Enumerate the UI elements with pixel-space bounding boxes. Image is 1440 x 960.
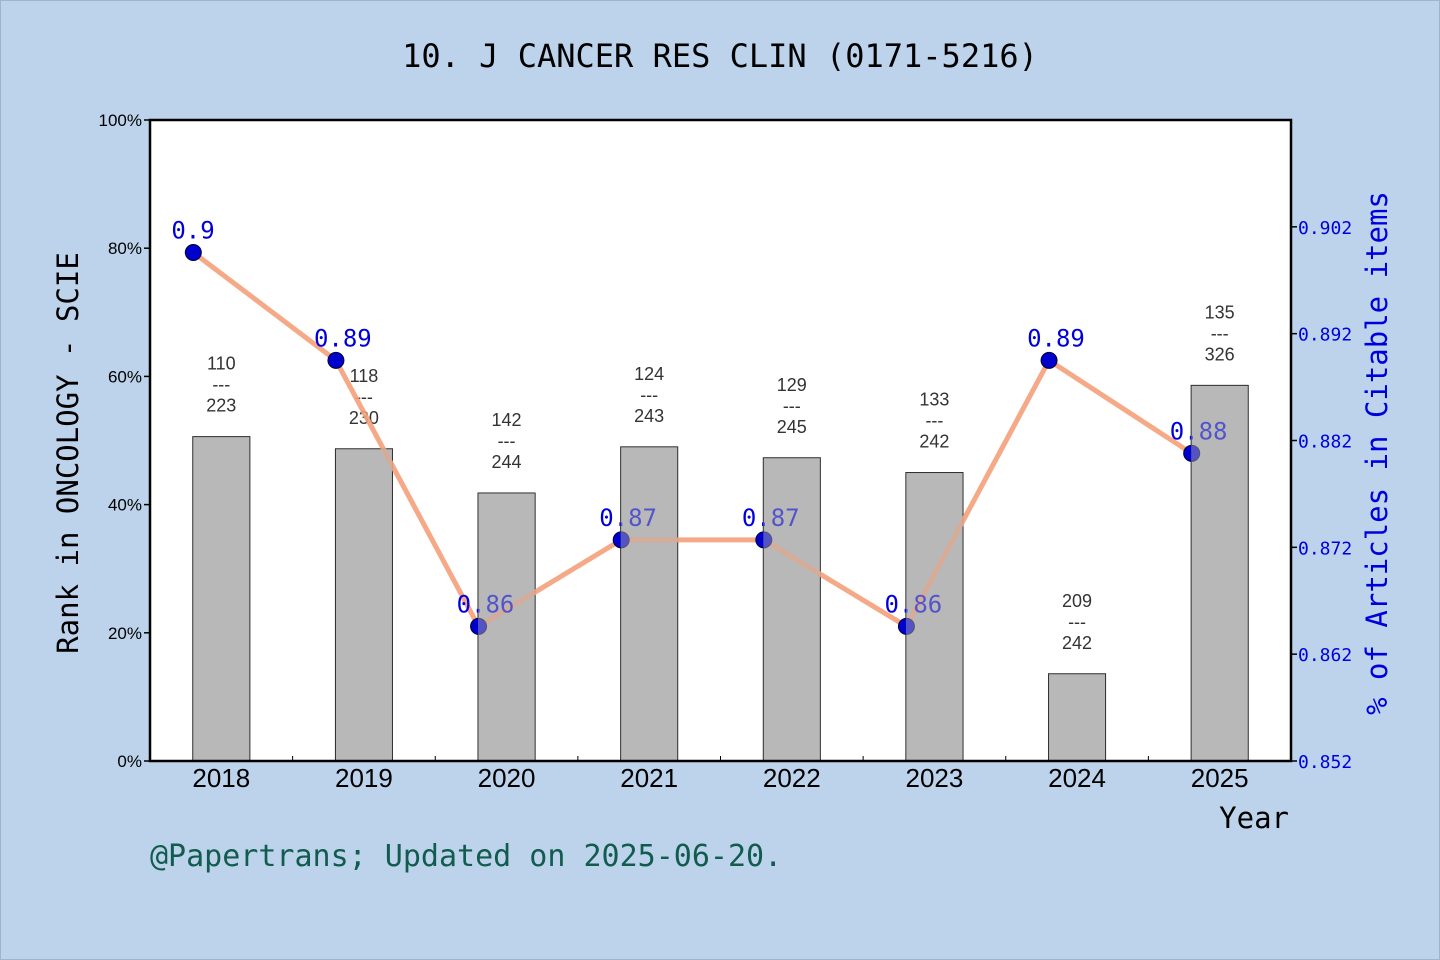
line-point-2018 (184, 243, 202, 261)
plot-area (150, 120, 1291, 761)
bar-rank-label: 133 (919, 390, 949, 410)
line-series: 0.9 0.89 0.86 0.87 0.87 0.86 0.89 0.88 (171, 216, 1249, 761)
line-point-label: 0.86 (884, 590, 942, 618)
line-point-2021 (612, 531, 630, 549)
bar-rank-label: 135 (1205, 302, 1235, 322)
right-tick-label: 0.862 (1298, 645, 1352, 666)
left-tick-label: 0% (117, 752, 142, 771)
line-point-2022 (755, 531, 773, 549)
line-point-label: 0.89 (1027, 324, 1085, 352)
chart-title: 10. J CANCER RES CLIN (0171-5216) (402, 37, 1038, 75)
bar-overlay-2019 (335, 448, 393, 761)
bar-rank-label: 110 (207, 354, 236, 374)
bar-rank-label: 124 (634, 364, 664, 384)
line-point-2020 (470, 617, 488, 635)
left-tick-label: 40% (108, 496, 142, 515)
bar-2023 (905, 472, 964, 762)
bar-rank-label: 209 (1062, 591, 1092, 611)
bar-total-label: 245 (777, 417, 807, 437)
left-axis-title: Rank in ONCOLOGY - SCIE (51, 252, 85, 654)
x-tick-label: 2020 (478, 763, 536, 793)
line-point-label: 0.87 (742, 504, 800, 532)
line-point-label: 0.9 (171, 216, 214, 244)
bar-total-label: 242 (919, 432, 949, 452)
right-tick-label: 0.852 (1298, 752, 1352, 773)
bar-separator: --- (498, 431, 516, 451)
x-tick-label: 2025 (1191, 763, 1249, 793)
left-axis-ticks: 0% 20% 40% 60% 80% 100% (99, 111, 150, 771)
bar-2025 (1190, 384, 1249, 762)
right-tick-label: 0.902 (1298, 218, 1352, 239)
footer-credit: @Papertrans; Updated on 2025-06-20. (150, 839, 782, 874)
right-tick-label: 0.882 (1298, 432, 1352, 453)
bar-overlay-2020 (478, 493, 536, 761)
bar-2022 (762, 457, 821, 762)
left-tick-label: 100% (99, 111, 142, 130)
bar-overlay-2023 (905, 472, 963, 761)
bar-overlay-2024 (1048, 673, 1106, 761)
x-axis-ticks: 2018 2019 2020 2021 2022 2023 2024 2025 (192, 756, 1249, 793)
line-point-2025 (1183, 444, 1201, 462)
right-axis-ticks: 0.852 0.862 0.872 0.882 0.892 0.902 (1291, 218, 1352, 773)
bar-rank-label: 129 (777, 375, 807, 395)
line-point-2024 (1040, 351, 1058, 369)
bar-total-label: 223 (206, 396, 236, 416)
bar-overlay (192, 385, 1249, 761)
x-axis-title: Year (1219, 801, 1289, 835)
bar-total-label: 326 (1205, 344, 1235, 364)
line-point-label: 0.86 (457, 590, 515, 618)
x-tick-label: 2019 (335, 763, 393, 793)
bar-series (192, 384, 1249, 762)
left-tick-label: 60% (108, 367, 142, 386)
x-tick-label: 2018 (192, 763, 250, 793)
right-axis-title: % of Articles in Citable items (1360, 191, 1394, 715)
bar-2024 (1048, 673, 1107, 762)
bar-rank-label: 142 (492, 410, 522, 430)
bar-rank-label: 118 (350, 366, 379, 386)
right-tick-label: 0.872 (1298, 538, 1352, 559)
line-point-label: 0.88 (1170, 417, 1228, 445)
line-point-2023 (897, 617, 915, 635)
line-point-2019 (327, 351, 345, 369)
bar-total-label: 244 (492, 452, 522, 472)
bar-separator: --- (212, 375, 230, 395)
left-tick-label: 20% (108, 624, 142, 643)
left-tick-label: 80% (108, 239, 142, 258)
bar-overlay-2018 (192, 436, 250, 761)
bar-overlay-2022 (763, 457, 821, 761)
x-tick-label: 2023 (906, 763, 964, 793)
line-point-label: 0.87 (599, 504, 657, 532)
line-path (191, 250, 1194, 629)
line-point-label: 0.89 (314, 324, 372, 352)
bar-total-label: 243 (634, 406, 664, 426)
x-tick-label: 2024 (1048, 763, 1106, 793)
x-tick-label: 2022 (763, 763, 821, 793)
right-tick-label: 0.892 (1298, 325, 1352, 346)
bar-separator: --- (925, 411, 943, 431)
bar-separator: --- (783, 396, 801, 416)
bar-separator: --- (640, 385, 658, 405)
bar-total-label: 242 (1062, 633, 1092, 653)
bar-separator: --- (1068, 612, 1086, 632)
bar-separator: --- (1211, 323, 1229, 343)
bar-overlay-2025 (1191, 385, 1249, 761)
x-tick-label: 2021 (620, 763, 678, 793)
plot-frame (148, 118, 1293, 763)
bar-overlay-2021 (620, 446, 678, 761)
